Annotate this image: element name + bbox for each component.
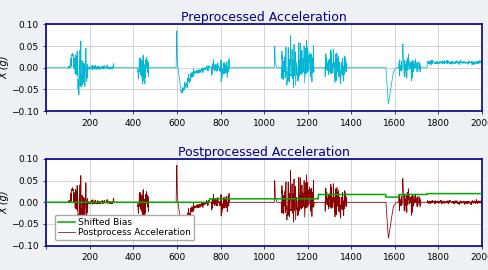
Legend: Shifted Bias, Postprocess Acceleration: Shifted Bias, Postprocess Acceleration [55, 215, 194, 240]
Postprocess Acceleration [43, 201, 49, 204]
Shifted Bias [465, 192, 471, 195]
Shifted Bias [43, 201, 49, 204]
Postprocess Acceleration [478, 202, 484, 205]
Postprocess Acceleration [255, 201, 261, 204]
Postprocess Acceleration [174, 164, 180, 167]
Postprocess Acceleration [65, 200, 71, 203]
Line: Postprocess Acceleration: Postprocess Acceleration [46, 166, 481, 238]
Shifted Bias [465, 192, 471, 195]
Postprocess Acceleration [386, 231, 391, 234]
Line: Shifted Bias: Shifted Bias [46, 194, 481, 202]
Y-axis label: X (g): X (g) [0, 56, 10, 79]
Shifted Bias [255, 197, 261, 200]
Postprocess Acceleration [465, 201, 471, 205]
Shifted Bias [385, 195, 391, 199]
Shifted Bias [243, 197, 249, 200]
Shifted Bias [424, 192, 429, 195]
Postprocess Acceleration [466, 201, 471, 204]
Postprocess Acceleration [243, 201, 249, 204]
Title: Postprocessed Acceleration: Postprocessed Acceleration [178, 146, 349, 159]
Shifted Bias [65, 201, 71, 204]
Shifted Bias [478, 192, 484, 195]
Y-axis label: X (g): X (g) [0, 191, 10, 214]
Title: Preprocessed Acceleration: Preprocessed Acceleration [181, 11, 346, 24]
Postprocess Acceleration [385, 236, 390, 239]
